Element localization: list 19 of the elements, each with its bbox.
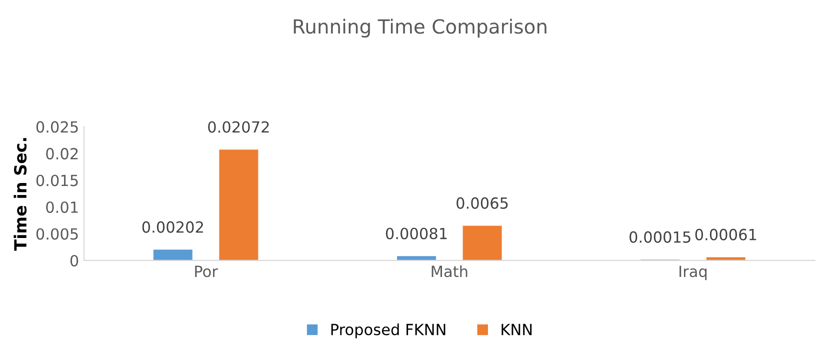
chart-title: Running Time Comparison [294, 18, 546, 38]
x-tick-label: Math [432, 265, 468, 278]
y-tick-label: 0.015 [36, 174, 78, 186]
data-label: 0.00202 [142, 221, 203, 233]
legend-label: KNN [502, 324, 532, 336]
legend-label: Proposed FKNN [331, 323, 446, 338]
y-tick-label: 0 [70, 254, 78, 266]
y-tick-label: 0.025 [36, 121, 78, 133]
y-tick-label: 0.01 [46, 201, 78, 213]
y-tick-label: 0.005 [36, 228, 78, 240]
data-label: 0.0065 [456, 197, 508, 209]
y-tick-label: 0.02 [46, 148, 78, 160]
data-label: 0.02072 [208, 121, 269, 133]
data-label: 0.00061 [695, 228, 756, 240]
x-tick-label: Por [195, 266, 218, 278]
data-label: 0.00015 [630, 231, 690, 243]
x-tick-label: Iraq [680, 266, 707, 280]
y-axis-title: Time in Sec. [14, 138, 27, 251]
data-label: 0.00081 [386, 228, 447, 240]
